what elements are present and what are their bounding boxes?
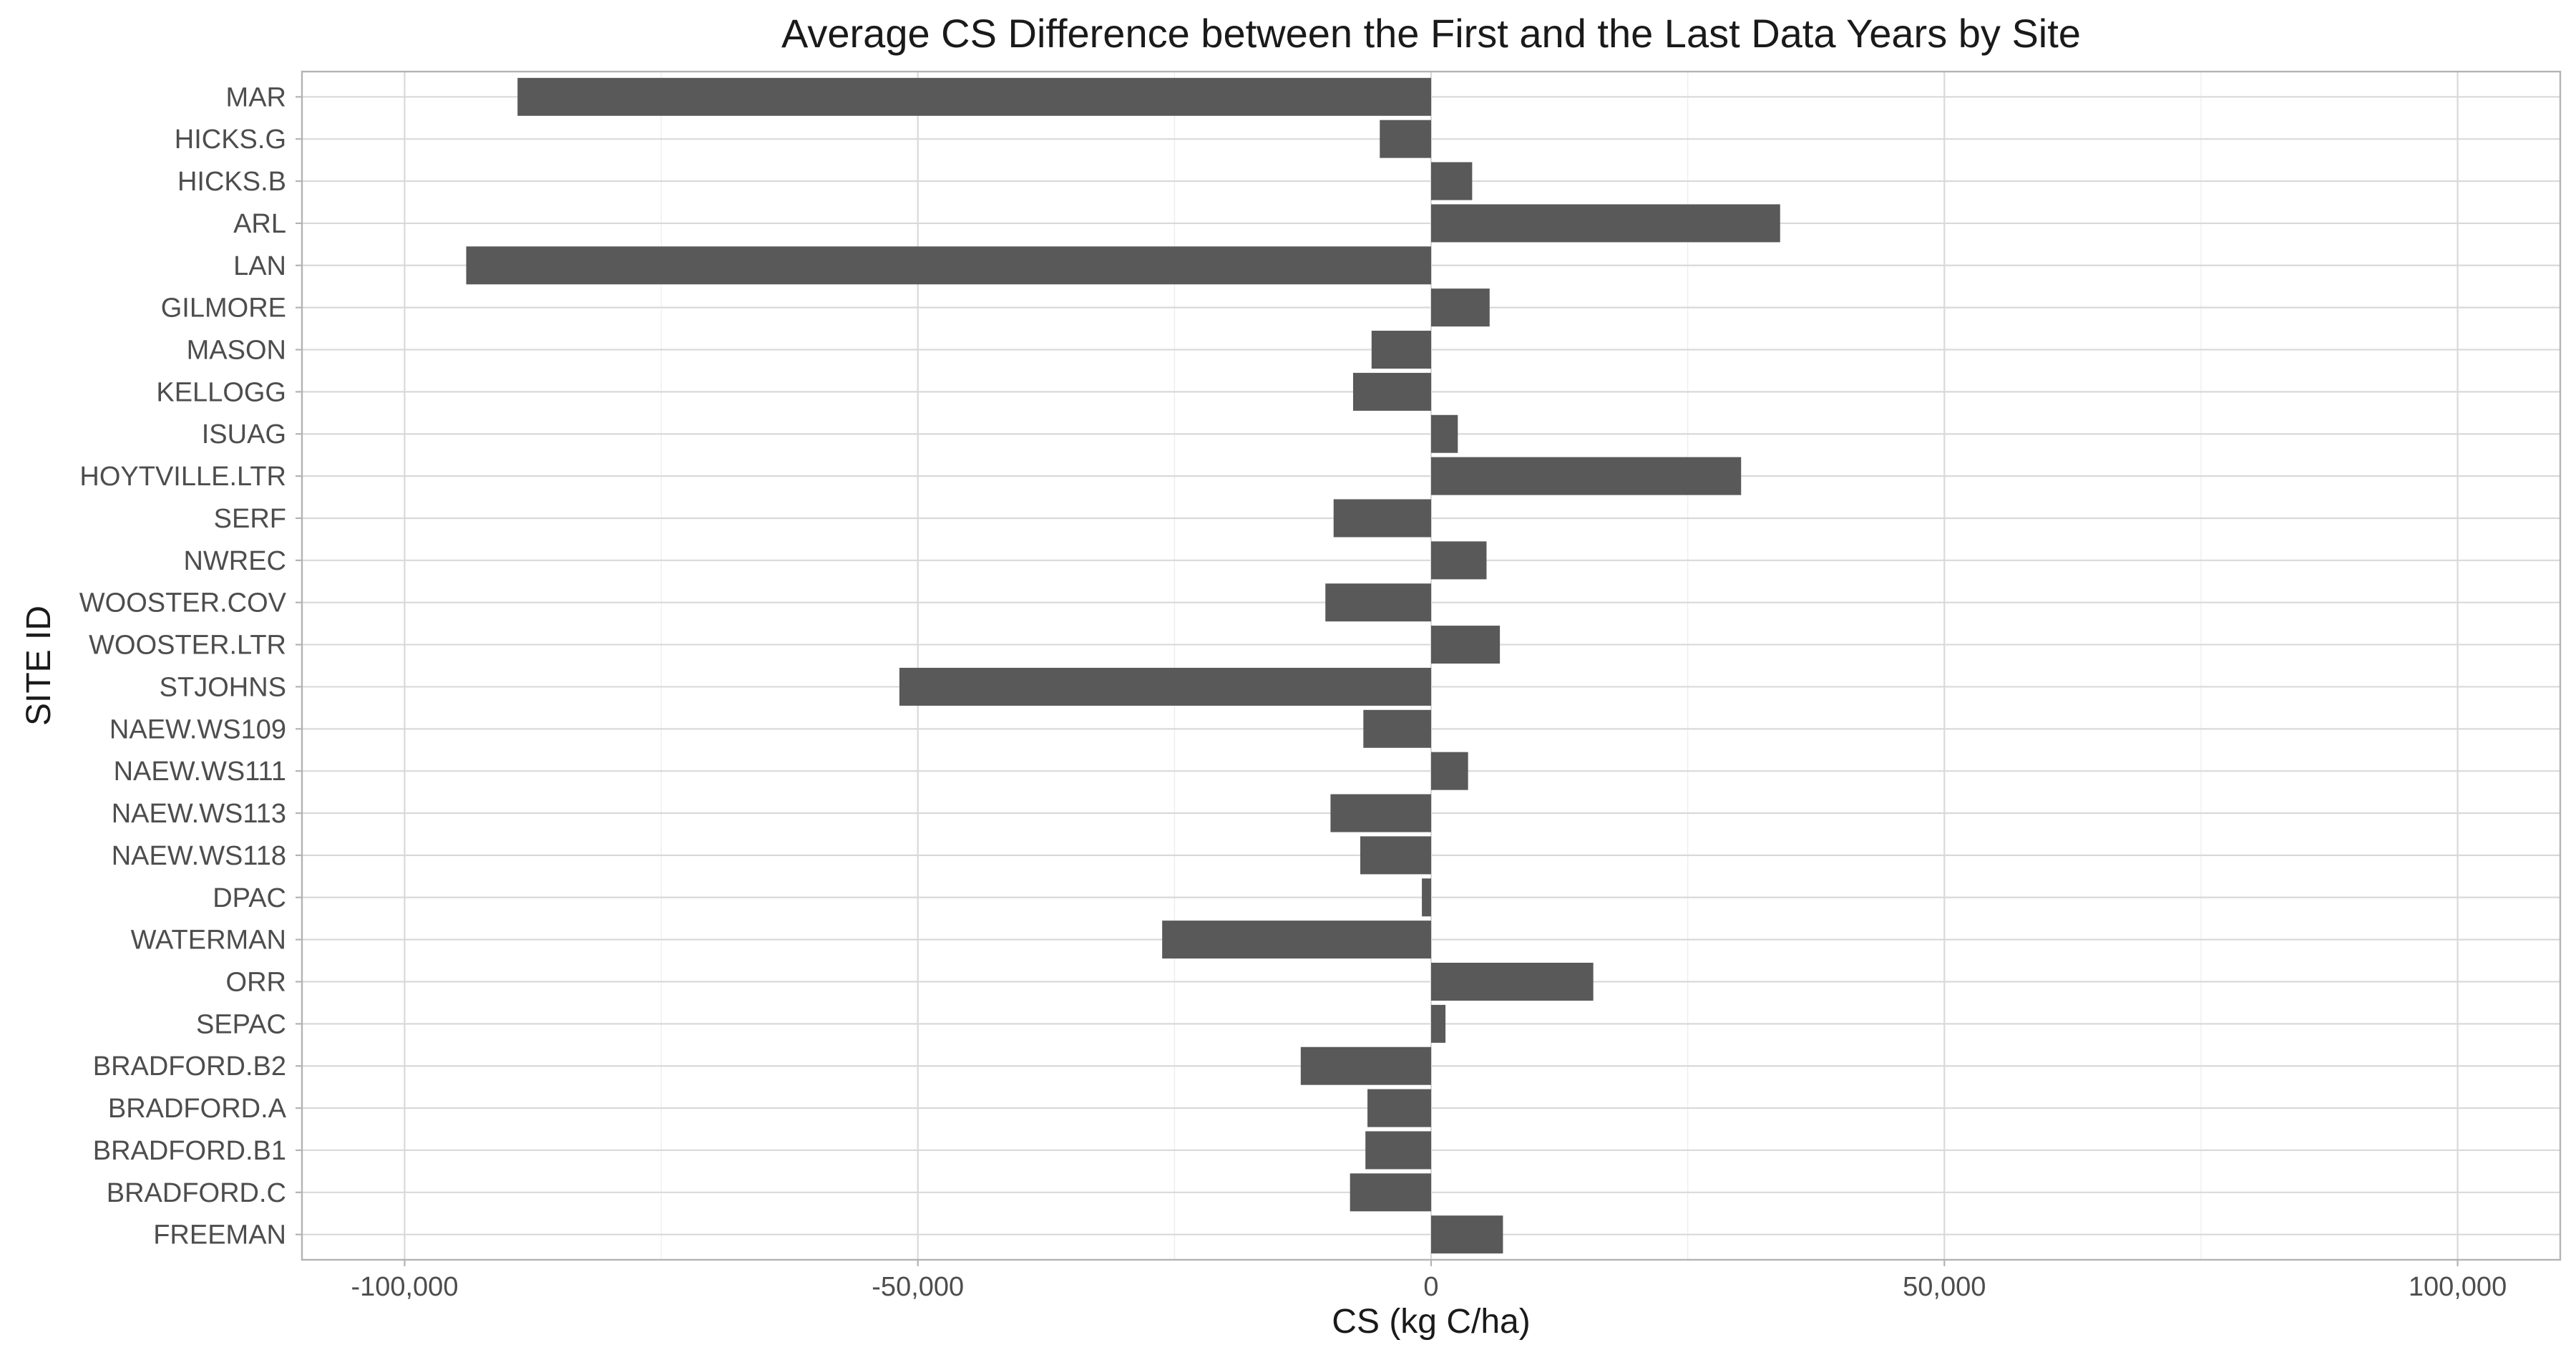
bar-hicks-b: [1431, 162, 1473, 200]
x-axis-tick-labels: -100,000 -50,000 0 50,000 100,000: [351, 1260, 2507, 1302]
bar-naew-ws111: [1431, 752, 1468, 790]
bar-arl: [1431, 204, 1780, 243]
bar-naew-ws118: [1360, 836, 1431, 875]
y-tick-label: GILMORE: [161, 293, 286, 324]
x-tick-label: 50,000: [1903, 1272, 1986, 1302]
bar-bradford-a: [1367, 1089, 1431, 1127]
bar-serf: [1333, 499, 1431, 538]
y-axis-tick-labels: MAR HICKS.G HICKS.B ARL LAN GILMORE MASON KELLO…: [79, 82, 302, 1250]
bar-stjohns: [899, 667, 1431, 706]
bar-gilmore: [1431, 288, 1490, 327]
bar-wooster-cov: [1325, 583, 1431, 622]
bar-dpac: [1422, 878, 1431, 917]
y-tick-label: LAN: [233, 251, 286, 281]
bar-isuag: [1431, 414, 1458, 453]
bar-lan: [466, 246, 1431, 285]
x-tick-label: 100,000: [2409, 1272, 2507, 1302]
y-tick-label: NAEW.WS118: [112, 841, 286, 871]
y-tick-label: NAEW.WS111: [114, 757, 286, 787]
chart-title: Average CS Difference between the First …: [781, 11, 2081, 56]
y-tick-label: ARL: [233, 209, 286, 239]
bar-hoytville-ltr: [1431, 457, 1742, 495]
y-tick-label: DPAC: [213, 883, 286, 913]
y-tick-label: ISUAG: [202, 419, 286, 450]
y-tick-label: BRADFORD.B2: [93, 1051, 286, 1082]
bar-sepac: [1431, 1004, 1446, 1043]
y-tick-label: WOOSTER.COV: [79, 588, 287, 618]
bar-freeman: [1431, 1215, 1503, 1254]
x-tick-label: -100,000: [351, 1272, 458, 1302]
y-tick-label: HICKS.B: [177, 167, 286, 197]
bar-naew-ws109: [1363, 709, 1431, 748]
y-tick-label: ORR: [226, 967, 286, 997]
y-tick-label: MASON: [187, 336, 286, 366]
y-tick-label: HICKS.G: [175, 125, 286, 155]
y-tick-label: SERF: [214, 504, 286, 534]
bar-naew-ws113: [1330, 794, 1431, 832]
x-axis-title: CS (kg C/ha): [1332, 1303, 1530, 1341]
bar-waterman: [1162, 921, 1431, 959]
bar-bradford-b1: [1365, 1131, 1431, 1170]
y-tick-label: SEPAC: [196, 1009, 286, 1039]
y-tick-label: KELLOGG: [156, 377, 286, 407]
y-tick-label: BRADFORD.A: [108, 1094, 287, 1124]
y-tick-label: HOYTVILLE.LTR: [79, 462, 286, 492]
bar-mar: [517, 77, 1431, 116]
bar-kellogg: [1352, 372, 1431, 411]
x-tick-label: 0: [1423, 1272, 1438, 1302]
bars: [466, 77, 1780, 1254]
x-tick-label: -50,000: [872, 1272, 964, 1302]
y-tick-label: FREEMAN: [153, 1220, 286, 1250]
y-tick-label: MAR: [226, 82, 286, 112]
bar-mason: [1371, 331, 1431, 369]
bar-orr: [1431, 963, 1594, 1001]
y-tick-label: NAEW.WS109: [109, 714, 286, 744]
y-tick-label: NAEW.WS113: [112, 799, 286, 829]
bar-wooster-ltr: [1431, 626, 1501, 664]
bar-hicks-g: [1380, 120, 1431, 158]
y-tick-label: BRADFORD.C: [107, 1178, 286, 1208]
bar-bradford-b2: [1300, 1046, 1431, 1085]
bar-bradford-c: [1350, 1173, 1431, 1212]
y-tick-label: BRADFORD.B1: [93, 1136, 286, 1166]
y-tick-label: WATERMAN: [131, 926, 286, 956]
y-tick-label: WOOSTER.LTR: [89, 631, 286, 661]
y-tick-label: STJOHNS: [160, 672, 286, 702]
bar-nwrec: [1431, 541, 1487, 580]
y-tick-label: NWREC: [183, 546, 286, 576]
y-axis-title: SITE ID: [20, 606, 58, 726]
